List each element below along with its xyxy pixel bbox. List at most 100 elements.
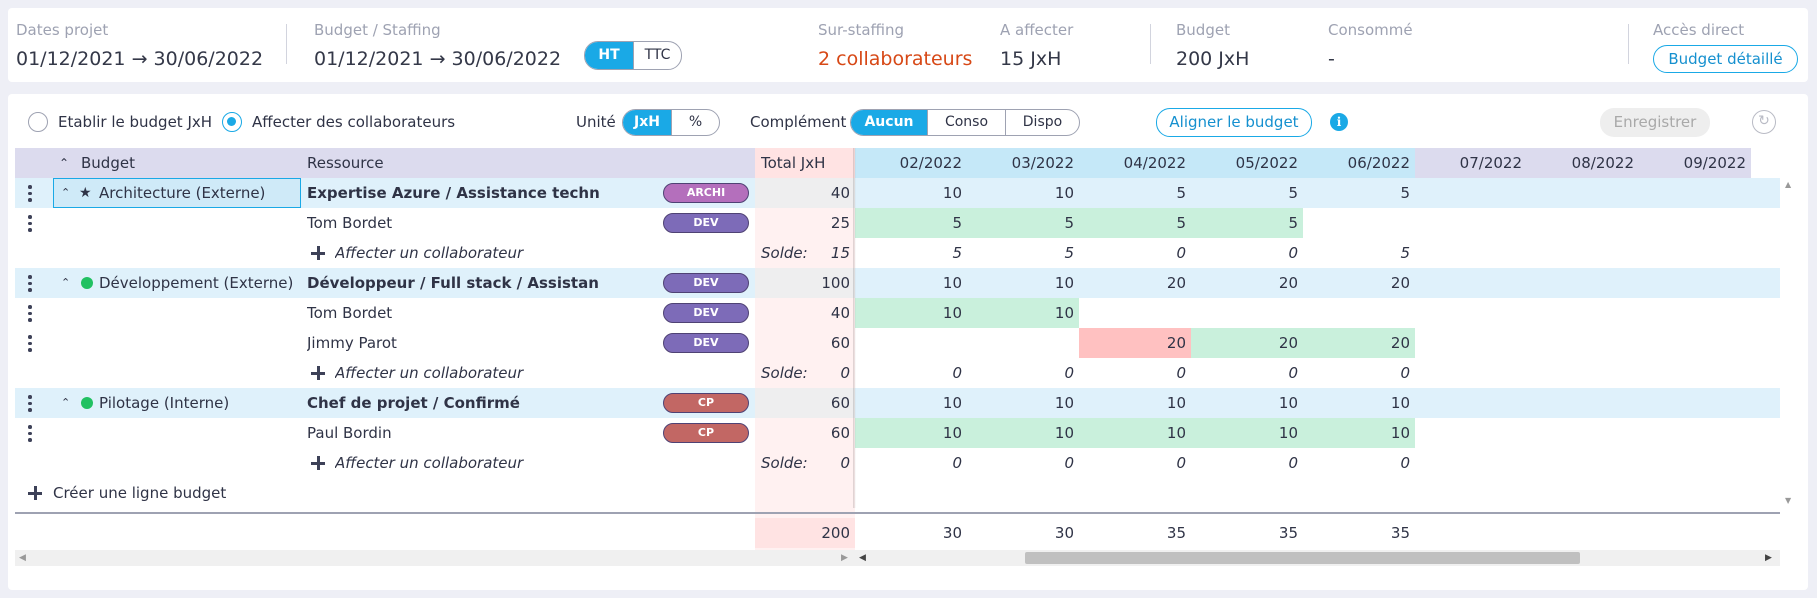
month-column-header[interactable]: 05/2022 bbox=[1235, 154, 1298, 172]
month-value[interactable]: 20 bbox=[1390, 274, 1410, 292]
month-value[interactable] bbox=[967, 328, 1079, 358]
add-icon[interactable] bbox=[28, 486, 42, 500]
collaborateur-name[interactable]: Paul Bordin bbox=[307, 424, 392, 442]
month-value[interactable]: 10 bbox=[1278, 394, 1298, 412]
month-value[interactable] bbox=[1303, 298, 1415, 328]
month-value[interactable]: 20 bbox=[1390, 334, 1410, 352]
month-value[interactable] bbox=[855, 328, 967, 358]
collapse-group-icon[interactable]: ⌃ bbox=[61, 396, 71, 409]
budget-line-name[interactable]: Développement (Externe) bbox=[99, 274, 294, 292]
row-menu-icon[interactable] bbox=[28, 335, 32, 355]
month-column-header[interactable]: 08/2022 bbox=[1571, 154, 1634, 172]
month-column-header[interactable]: 02/2022 bbox=[899, 154, 962, 172]
sur-staffing-value[interactable]: 2 collaborateurs bbox=[818, 48, 973, 70]
month-value[interactable]: 20 bbox=[1278, 274, 1298, 292]
budget-line-name[interactable]: Architecture (Externe) bbox=[99, 184, 266, 202]
month-value[interactable]: 10 bbox=[942, 424, 962, 442]
month-value[interactable]: 10 bbox=[1054, 424, 1074, 442]
month-value[interactable]: 10 bbox=[1054, 184, 1074, 202]
info-icon[interactable]: i bbox=[1330, 113, 1348, 131]
month-value[interactable]: 20 bbox=[1166, 334, 1186, 352]
unite-jxh-option[interactable]: JxH bbox=[623, 110, 671, 135]
ht-toggle-option[interactable]: HT bbox=[585, 42, 633, 69]
ttc-toggle-option[interactable]: TTC bbox=[633, 42, 681, 69]
row-menu-icon[interactable] bbox=[28, 425, 32, 445]
month-column-header[interactable]: 04/2022 bbox=[1123, 154, 1186, 172]
month-value[interactable] bbox=[1303, 208, 1415, 238]
staffed-cell bbox=[1079, 418, 1191, 448]
complement-aucun-option[interactable]: Aucun bbox=[851, 110, 927, 135]
month-value[interactable]: 5 bbox=[952, 214, 962, 232]
unite-percent-option[interactable]: % bbox=[671, 110, 719, 135]
month-value[interactable]: 10 bbox=[942, 274, 962, 292]
solde-value: 0 bbox=[1176, 244, 1186, 262]
month-column-header[interactable]: 06/2022 bbox=[1347, 154, 1410, 172]
affecter-collaborateur-link[interactable]: Affecter un collaborateur bbox=[335, 364, 524, 382]
collapse-all-icon[interactable]: ⌃ bbox=[59, 156, 70, 170]
enregistrer-button[interactable]: Enregistrer bbox=[1600, 108, 1710, 137]
month-column-header[interactable]: 03/2022 bbox=[1011, 154, 1074, 172]
row-menu-icon[interactable] bbox=[28, 395, 32, 415]
collaborateur-name[interactable]: Tom Bordet bbox=[307, 214, 393, 232]
aligner-budget-button[interactable]: Aligner le budget bbox=[1156, 108, 1312, 137]
month-value[interactable]: 10 bbox=[1054, 274, 1074, 292]
scroll-right-icon[interactable]: ▶ bbox=[841, 553, 848, 563]
month-column-header[interactable]: 07/2022 bbox=[1459, 154, 1522, 172]
radio-affecter-collaborateurs[interactable] bbox=[222, 112, 242, 132]
collaborateur-name[interactable]: Jimmy Parot bbox=[307, 334, 397, 352]
scroll-right-icon[interactable]: ▶ bbox=[1765, 553, 1772, 563]
add-icon[interactable] bbox=[311, 366, 325, 380]
add-icon[interactable] bbox=[311, 456, 325, 470]
month-value[interactable]: 20 bbox=[1166, 274, 1186, 292]
row-menu-icon[interactable] bbox=[28, 215, 32, 235]
month-value[interactable]: 10 bbox=[1278, 424, 1298, 442]
scroll-left-icon[interactable]: ◀ bbox=[19, 553, 26, 563]
month-value[interactable]: 10 bbox=[942, 394, 962, 412]
radio-etablir-budget[interactable] bbox=[28, 112, 48, 132]
selected-cell-outline[interactable] bbox=[53, 178, 301, 208]
total-column-background bbox=[755, 178, 855, 558]
month-header-background bbox=[1303, 148, 1415, 178]
scroll-down-icon[interactable]: ▼ bbox=[1785, 496, 1792, 505]
collapse-group-icon[interactable]: ⌃ bbox=[61, 186, 71, 199]
month-value[interactable]: 10 bbox=[1390, 424, 1410, 442]
affecter-collaborateur-link[interactable]: Affecter un collaborateur bbox=[335, 454, 524, 472]
radio-affecter-collaborateurs-label[interactable]: Affecter des collaborateurs bbox=[252, 113, 456, 131]
month-value[interactable]: 5 bbox=[1176, 214, 1186, 232]
month-value[interactable]: 10 bbox=[1054, 304, 1074, 322]
budget-line-name[interactable]: Pilotage (Interne) bbox=[99, 394, 230, 412]
month-value[interactable] bbox=[1079, 298, 1191, 328]
scroll-up-icon[interactable]: ▲ bbox=[1785, 180, 1792, 189]
month-value[interactable]: 10 bbox=[1390, 394, 1410, 412]
month-value[interactable]: 5 bbox=[1288, 214, 1298, 232]
month-value[interactable]: 20 bbox=[1278, 334, 1298, 352]
complement-dispo-option[interactable]: Dispo bbox=[1005, 110, 1079, 135]
budget-detaille-button[interactable]: Budget détaillé bbox=[1653, 45, 1798, 73]
frozen-horizontal-scrollbar[interactable] bbox=[15, 550, 855, 566]
month-value[interactable] bbox=[1191, 298, 1303, 328]
collapse-group-icon[interactable]: ⌃ bbox=[61, 276, 71, 289]
complement-conso-option[interactable]: Conso bbox=[927, 110, 1005, 135]
month-value[interactable]: 10 bbox=[1054, 394, 1074, 412]
refresh-icon[interactable]: ↻ bbox=[1752, 110, 1776, 134]
month-value[interactable]: 10 bbox=[1166, 394, 1186, 412]
month-value[interactable]: 5 bbox=[1064, 214, 1074, 232]
month-value[interactable]: 10 bbox=[942, 184, 962, 202]
radio-etablir-budget-label[interactable]: Etablir le budget JxH bbox=[58, 113, 213, 131]
month-value[interactable]: 5 bbox=[1176, 184, 1186, 202]
affecter-collaborateur-link[interactable]: Affecter un collaborateur bbox=[335, 244, 524, 262]
scrollbar-thumb[interactable] bbox=[1025, 552, 1580, 564]
row-menu-icon[interactable] bbox=[28, 305, 32, 325]
add-icon[interactable] bbox=[311, 246, 325, 260]
month-column-header[interactable]: 09/2022 bbox=[1683, 154, 1746, 172]
collaborateur-name[interactable]: Tom Bordet bbox=[307, 304, 393, 322]
month-value[interactable]: 10 bbox=[942, 304, 962, 322]
scroll-left-icon[interactable]: ◀ bbox=[859, 553, 866, 563]
month-value[interactable]: 5 bbox=[1400, 184, 1410, 202]
row-menu-icon[interactable] bbox=[28, 275, 32, 295]
month-value[interactable]: 10 bbox=[1166, 424, 1186, 442]
month-header-background bbox=[1079, 148, 1191, 178]
row-menu-icon[interactable] bbox=[28, 185, 32, 205]
creer-ligne-budget-link[interactable]: Créer une ligne budget bbox=[53, 484, 227, 502]
month-value[interactable]: 5 bbox=[1288, 184, 1298, 202]
